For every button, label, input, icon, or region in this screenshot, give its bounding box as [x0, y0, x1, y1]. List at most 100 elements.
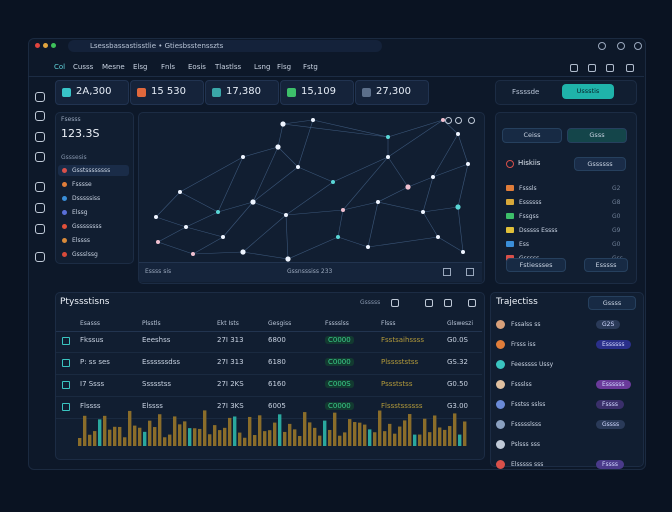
network-control[interactable] — [443, 268, 451, 276]
sidebar-icon[interactable] — [35, 132, 45, 142]
activity-bar — [443, 429, 447, 446]
summary-item[interactable]: Dsssssiss — [72, 195, 101, 202]
trajectory-name: Feesssss Ussy — [511, 361, 554, 368]
graph-edge — [179, 191, 219, 213]
activity-bar — [293, 429, 297, 446]
toolbar-icon[interactable] — [606, 64, 614, 72]
stat-value: 15 530 — [151, 86, 186, 97]
graph-node — [386, 155, 390, 159]
sidebar-icon[interactable] — [35, 252, 45, 262]
toolbar-icon[interactable] — [588, 64, 596, 72]
side-action[interactable]: Esssss — [584, 258, 628, 272]
graph-edge — [432, 163, 469, 178]
nav-item[interactable]: Tlastlss — [215, 63, 242, 71]
sidebar-icon[interactable] — [35, 182, 45, 192]
table-cell: 6800 — [268, 336, 286, 344]
sidebar-icon[interactable] — [35, 92, 45, 102]
row-icon — [62, 337, 70, 345]
table-tool[interactable] — [444, 299, 452, 307]
summary-item[interactable]: Elssg — [72, 209, 88, 216]
row-line — [56, 352, 482, 353]
graph-edge — [337, 236, 369, 248]
table-cell: G0.50 — [447, 380, 469, 388]
table-cell: Flssss — [80, 402, 101, 410]
graph-edge — [312, 119, 389, 138]
nav-item[interactable]: Eosis — [188, 63, 206, 71]
sidebar-icon[interactable] — [35, 152, 45, 162]
graph-node — [341, 208, 345, 212]
nav-item[interactable]: Cusss — [73, 63, 94, 71]
network-tool[interactable] — [445, 117, 452, 124]
graph-edge — [297, 166, 334, 183]
network-footer-center: Gssnsssiss 233 — [287, 268, 333, 275]
activity-bar — [108, 429, 112, 446]
network-tool[interactable] — [468, 117, 475, 124]
graph-edge — [217, 201, 254, 213]
summary-item[interactable]: Elssss — [72, 237, 90, 244]
side-button[interactable]: Gssssss — [574, 157, 626, 171]
table-filter[interactable]: Gsssss — [360, 299, 381, 306]
summary-heading: Fsesss — [61, 116, 81, 123]
activity-bar — [313, 427, 317, 446]
toolbar-icon[interactable] — [626, 64, 634, 72]
nav-item[interactable]: Flsg — [277, 63, 292, 71]
avatar — [496, 420, 505, 429]
activity-bar — [253, 435, 257, 446]
nav-item[interactable]: Elsg — [133, 63, 148, 71]
graph-node — [250, 199, 256, 205]
summary-item[interactable]: Fsssse — [72, 181, 92, 188]
activity-bar — [403, 420, 407, 446]
table-tool[interactable] — [425, 299, 433, 307]
table-tool[interactable] — [391, 299, 399, 307]
stat-icon — [137, 88, 146, 97]
activity-bar — [298, 435, 302, 446]
nav-item[interactable]: Mesne — [102, 63, 125, 71]
graph-node — [216, 210, 220, 214]
activity-bar — [133, 425, 137, 446]
network-control[interactable] — [466, 268, 474, 276]
table-tool[interactable] — [468, 299, 476, 307]
activity-bar — [128, 410, 132, 446]
summary-item[interactable]: Gssssssss — [72, 223, 102, 230]
summary-item[interactable]: Gsstssssssss — [72, 167, 111, 174]
nav-item[interactable]: Fnls — [161, 63, 176, 71]
graph-edge — [157, 241, 194, 255]
primary-button[interactable]: Ussstis — [562, 84, 614, 99]
activity-bar — [388, 423, 392, 446]
row-icon — [62, 381, 70, 389]
table-cell: Ssssstss — [142, 380, 172, 388]
table-header: Gesgiss — [268, 320, 292, 327]
row-icon — [62, 359, 70, 367]
nav-item[interactable]: Col — [54, 63, 66, 71]
network-tool[interactable] — [455, 117, 462, 124]
side-tab[interactable]: Ceiss — [502, 128, 562, 143]
stat-icon — [62, 88, 71, 97]
graph-node — [191, 252, 195, 256]
graph-edge — [342, 156, 389, 211]
nav-item[interactable]: Lsng — [254, 63, 271, 71]
side-row-icon — [506, 185, 514, 191]
activity-bar — [268, 430, 272, 446]
side-tab[interactable]: Gsss — [567, 128, 627, 143]
activity-bar — [223, 427, 227, 446]
window-icon[interactable] — [617, 42, 625, 50]
graph-node — [436, 235, 440, 239]
activity-bar — [208, 434, 212, 446]
window-icon[interactable] — [634, 42, 642, 50]
sidebar-icon[interactable] — [35, 203, 45, 213]
table-cell: Essssssdss — [142, 358, 181, 366]
graph-node — [178, 190, 182, 194]
summary-item[interactable]: Gssslssg — [72, 251, 98, 258]
trajectories-dropdown[interactable]: Gssss — [588, 296, 636, 310]
side-row-value: G0 — [612, 241, 621, 248]
nav-item[interactable]: Fstg — [303, 63, 318, 71]
toolbar-icon[interactable] — [570, 64, 578, 72]
sidebar-icon[interactable] — [35, 224, 45, 234]
sidebar-icon[interactable] — [35, 111, 45, 121]
side-row-icon — [506, 199, 514, 205]
activity-bar — [213, 425, 217, 446]
graph-edge — [192, 251, 244, 255]
window-icon[interactable] — [598, 42, 606, 50]
side-action[interactable]: Fstiessses — [506, 258, 566, 272]
graph-node — [296, 165, 300, 169]
